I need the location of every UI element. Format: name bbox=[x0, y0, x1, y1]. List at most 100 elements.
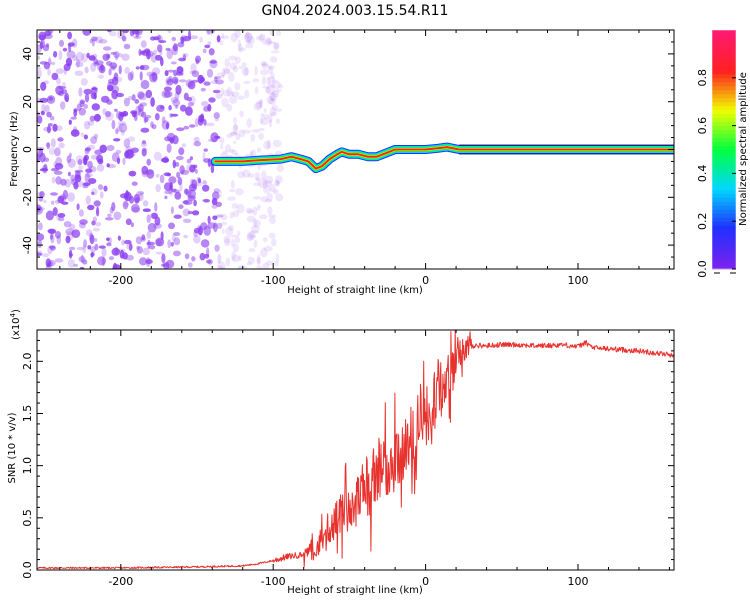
colorbar-band bbox=[712, 189, 736, 194]
noise-speckle bbox=[134, 197, 140, 203]
noise-speckle bbox=[190, 256, 197, 261]
noise-speckle bbox=[58, 86, 67, 90]
noise-speckle bbox=[252, 196, 261, 200]
y-tick-label: -40 bbox=[21, 236, 34, 254]
noise-speckle bbox=[164, 70, 169, 77]
noise-speckle bbox=[154, 202, 158, 212]
noise-speckle bbox=[165, 79, 169, 86]
noise-speckle bbox=[37, 55, 40, 61]
noise-speckle bbox=[219, 40, 224, 46]
noise-speckle bbox=[260, 113, 265, 118]
noise-speckle bbox=[53, 170, 63, 175]
noise-speckle bbox=[87, 120, 95, 126]
noise-speckle bbox=[97, 158, 104, 165]
noise-speckle bbox=[184, 188, 189, 195]
noise-speckle bbox=[261, 75, 267, 86]
colorbar-band bbox=[712, 205, 736, 210]
noise-speckle bbox=[220, 74, 225, 79]
noise-speckle bbox=[179, 35, 188, 42]
noise-speckle bbox=[141, 148, 147, 157]
noise-speckle bbox=[37, 205, 43, 210]
y-tick-label: 0.0 bbox=[21, 561, 34, 579]
noise-speckle bbox=[189, 70, 197, 75]
noise-speckle bbox=[221, 68, 226, 77]
ridge-band-4 bbox=[214, 146, 674, 170]
noise-speckle bbox=[48, 57, 52, 66]
noise-speckle bbox=[195, 55, 201, 63]
noise-speckle bbox=[207, 215, 211, 224]
noise-speckle bbox=[153, 151, 162, 161]
colorbar-label: Normalized spectral amplitude bbox=[738, 72, 749, 226]
noise-speckle bbox=[231, 202, 239, 209]
noise-speckle bbox=[218, 136, 225, 144]
noise-speckle bbox=[139, 50, 146, 55]
colorbar-band bbox=[712, 93, 736, 99]
noise-speckle bbox=[270, 84, 275, 89]
noise-speckle bbox=[223, 89, 231, 97]
noise-speckle bbox=[37, 69, 42, 78]
noise-speckle bbox=[69, 253, 73, 257]
x-tick-label: 100 bbox=[567, 575, 588, 588]
noise-speckle bbox=[97, 74, 105, 79]
noise-speckle bbox=[241, 169, 251, 178]
noise-speckle bbox=[39, 61, 48, 65]
noise-speckle bbox=[139, 257, 148, 266]
colorbar-band bbox=[712, 181, 736, 186]
noise-speckle bbox=[266, 38, 272, 45]
noise-speckle bbox=[85, 173, 93, 178]
colorbar-band bbox=[712, 77, 736, 83]
colorbar-band bbox=[712, 41, 736, 47]
noise-speckle bbox=[140, 79, 150, 90]
spectrogram-noise bbox=[37, 30, 285, 269]
noise-speckle bbox=[166, 78, 174, 86]
noise-speckle bbox=[155, 184, 161, 193]
noise-speckle bbox=[49, 115, 55, 121]
noise-speckle bbox=[111, 202, 116, 212]
noise-speckle bbox=[50, 200, 55, 205]
noise-speckle bbox=[179, 165, 185, 175]
y-tick-label: 1.0 bbox=[21, 457, 34, 475]
noise-speckle bbox=[254, 65, 258, 76]
noise-speckle bbox=[76, 246, 85, 251]
noise-speckle bbox=[150, 53, 158, 63]
noise-speckle bbox=[189, 124, 196, 128]
noise-speckle bbox=[232, 210, 240, 218]
colorbar-band bbox=[712, 85, 736, 91]
noise-speckle bbox=[108, 68, 112, 76]
noise-speckle bbox=[121, 239, 125, 246]
noise-speckle bbox=[84, 147, 92, 152]
noise-speckle bbox=[103, 185, 108, 192]
noise-speckle bbox=[220, 143, 224, 150]
noise-speckle bbox=[270, 238, 277, 247]
noise-speckle bbox=[252, 206, 258, 216]
noise-speckle bbox=[176, 66, 184, 74]
noise-speckle bbox=[267, 65, 275, 70]
noise-speckle bbox=[262, 85, 271, 89]
noise-speckle bbox=[96, 163, 105, 172]
noise-speckle bbox=[116, 92, 124, 98]
colorbar-band bbox=[712, 61, 736, 67]
noise-speckle bbox=[247, 256, 256, 264]
colorbar-tick-label: 0.4 bbox=[696, 165, 709, 183]
noise-speckle bbox=[275, 193, 284, 202]
snr-y-axis-label: SNR (10 * v/v) bbox=[7, 412, 18, 483]
noise-speckle bbox=[136, 246, 143, 254]
noise-speckle bbox=[71, 229, 81, 239]
noise-speckle bbox=[230, 90, 234, 97]
noise-speckle bbox=[215, 201, 222, 208]
noise-speckle bbox=[275, 253, 279, 263]
noise-speckle bbox=[64, 178, 72, 188]
colorbar-band bbox=[712, 65, 736, 71]
noise-speckle bbox=[243, 80, 251, 85]
noise-speckle bbox=[160, 57, 164, 67]
noise-speckle bbox=[207, 222, 216, 229]
noise-speckle bbox=[178, 57, 186, 62]
noise-speckle bbox=[170, 206, 174, 214]
noise-speckle bbox=[243, 32, 253, 43]
noise-speckle bbox=[199, 36, 204, 43]
noise-speckle bbox=[88, 178, 97, 184]
noise-speckle bbox=[85, 195, 91, 205]
noise-speckle bbox=[124, 150, 129, 159]
noise-speckle bbox=[175, 155, 184, 161]
noise-speckle bbox=[83, 104, 89, 109]
